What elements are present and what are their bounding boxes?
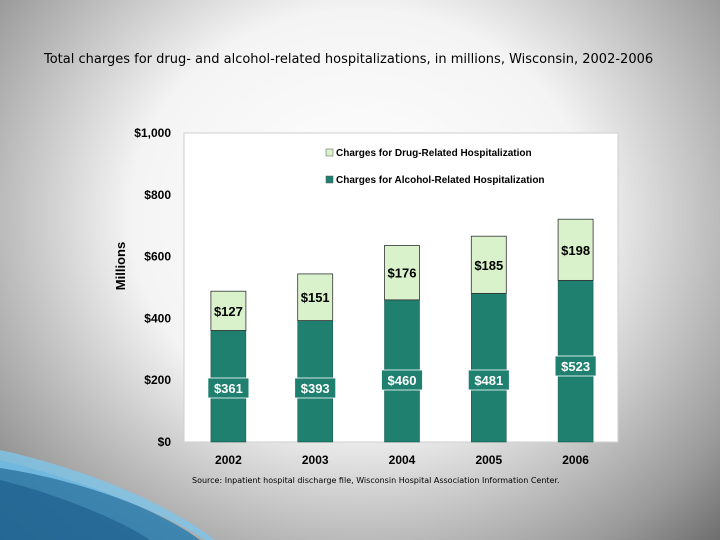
bar-drug-2003	[297, 273, 334, 321]
source-note: Source: Inpatient hospital discharge fil…	[192, 476, 560, 485]
legend-label-alcohol: Charges for Alcohol-Related Hospitalizat…	[336, 175, 545, 186]
bar-drug-2005	[470, 235, 507, 294]
x-tick-label: 2004	[389, 453, 416, 467]
label-box-alcohol	[554, 355, 597, 377]
x-tick-label: 2006	[562, 453, 589, 467]
y-tick-label: $200	[144, 373, 171, 387]
bar-drug-2002	[210, 290, 247, 331]
x-tick-label: 2002	[215, 453, 242, 467]
label-box-alcohol	[294, 377, 337, 399]
data-label-alcohol-2002: $361	[214, 381, 243, 396]
legend-swatch-alcohol	[325, 175, 334, 184]
y-tick-label: $600	[144, 250, 171, 264]
y-tick-label: $800	[144, 188, 171, 202]
label-box-alcohol	[381, 369, 423, 391]
data-label-drug-2006: $198	[561, 243, 590, 258]
data-label-alcohol-2004: $460	[388, 373, 417, 388]
bar-drug-2004	[384, 245, 420, 301]
data-label-drug-2002: $127	[214, 304, 243, 319]
x-tick-label: 2003	[302, 453, 329, 467]
bar-alcohol-2005	[471, 293, 507, 443]
data-label-drug-2003: $151	[301, 290, 330, 305]
bar-drug-2006	[557, 218, 594, 281]
data-label-alcohol-2005: $481	[474, 373, 503, 388]
y-axis-title: Millions	[113, 242, 128, 290]
decorative-swoosh	[0, 450, 215, 540]
data-label-alcohol-2003: $393	[301, 381, 330, 396]
label-box-alcohol	[467, 369, 510, 391]
y-tick-label: $0	[158, 435, 172, 449]
x-tick-label: 2005	[475, 453, 502, 467]
legend-label-drug: Charges for Drug-Related Hospitalization	[336, 148, 532, 159]
data-label-alcohol-2006: $523	[561, 359, 590, 374]
y-tick-label: $1,000	[134, 126, 171, 140]
legend-swatch-drug	[325, 148, 334, 157]
label-box-alcohol	[207, 377, 250, 399]
slide-title: Total charges for drug- and alcohol-rela…	[44, 52, 654, 67]
data-label-drug-2005: $185	[474, 258, 503, 273]
legend: Charges for Drug-Related Hospitalization…	[325, 148, 545, 186]
y-tick-label: $400	[144, 311, 171, 325]
data-label-drug-2004: $176	[388, 266, 417, 281]
